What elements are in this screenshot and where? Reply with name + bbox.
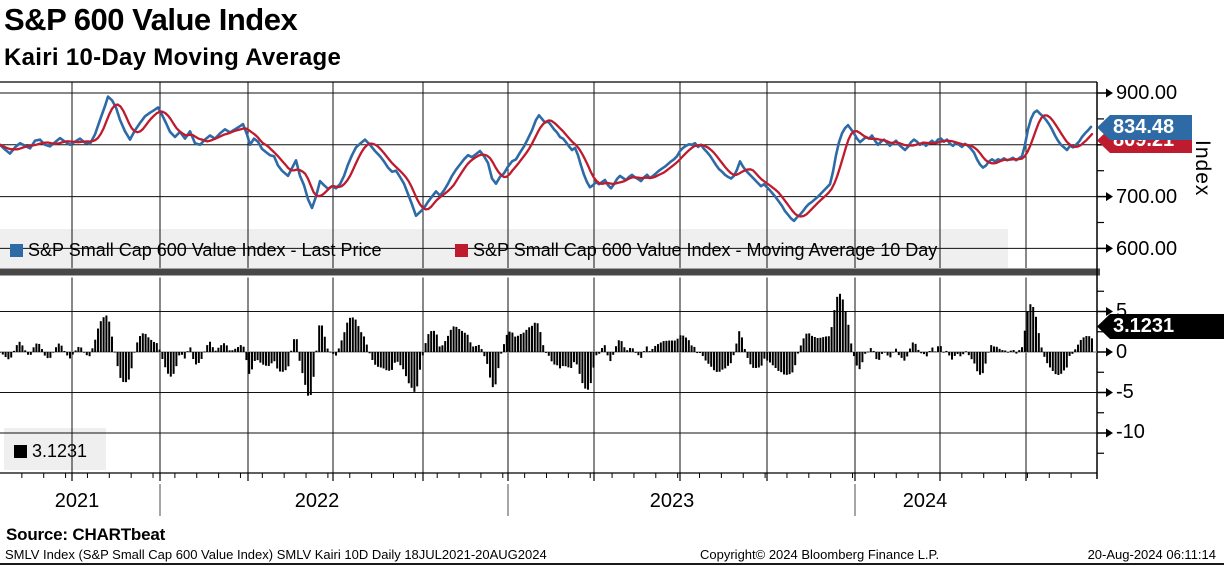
kairi-tick-0: 0 [1116, 341, 1128, 363]
kairi-tick-m10: -10 [1116, 421, 1145, 443]
x-tick-2023: 2023 [649, 490, 695, 512]
kairi-value-tag: 3.1231 [1097, 314, 1224, 339]
y-tick-700: 700.00 [1116, 186, 1178, 208]
legend-swatch-black-icon [14, 444, 27, 458]
x-tick-2024: 2024 [902, 490, 948, 512]
legend-swatch-blue-icon [10, 243, 23, 257]
kairi-legend-label: 3.1231 [32, 440, 88, 461]
source-line: Source: CHARTbeat [6, 525, 166, 544]
last-price-tag: 834.48 [1097, 115, 1192, 140]
x-tick-2022: 2022 [294, 490, 340, 512]
bottom-rule [0, 563, 1224, 565]
kairi-tick-m5: -5 [1116, 381, 1134, 403]
kairi-tick-5: 5 [1116, 300, 1128, 322]
copyright: Copyright© 2024 Bloomberg Finance L.P. [700, 547, 940, 562]
kairi-legend: 3.1231 [14, 439, 87, 463]
y-tick-600: 600.00 [1116, 238, 1178, 260]
page-subtitle: Kairi 10-Day Moving Average [4, 44, 342, 71]
ticker-info: SMLV Index (S&P Small Cap 600 Value Inde… [5, 547, 547, 562]
kairi-panel-plot-area[interactable] [0, 278, 1097, 473]
legend-last-price-label: S&P Small Cap 600 Value Index - Last Pri… [28, 239, 382, 260]
legend-moving-average: S&P Small Cap 600 Value Index - Moving A… [455, 237, 937, 263]
page-title: S&P 600 Value Index [4, 2, 298, 37]
legend-moving-average-label: S&P Small Cap 600 Value Index - Moving A… [473, 239, 938, 260]
y-tick-900: 900.00 [1116, 82, 1178, 104]
timestamp: 20-Aug-2024 06:11:14 [1087, 547, 1216, 562]
x-tick-2021: 2021 [54, 490, 100, 512]
legend-swatch-red-icon [455, 243, 468, 257]
legend-last-price: S&P Small Cap 600 Value Index - Last Pri… [10, 237, 382, 263]
y-axis-title: Index [1191, 140, 1214, 197]
